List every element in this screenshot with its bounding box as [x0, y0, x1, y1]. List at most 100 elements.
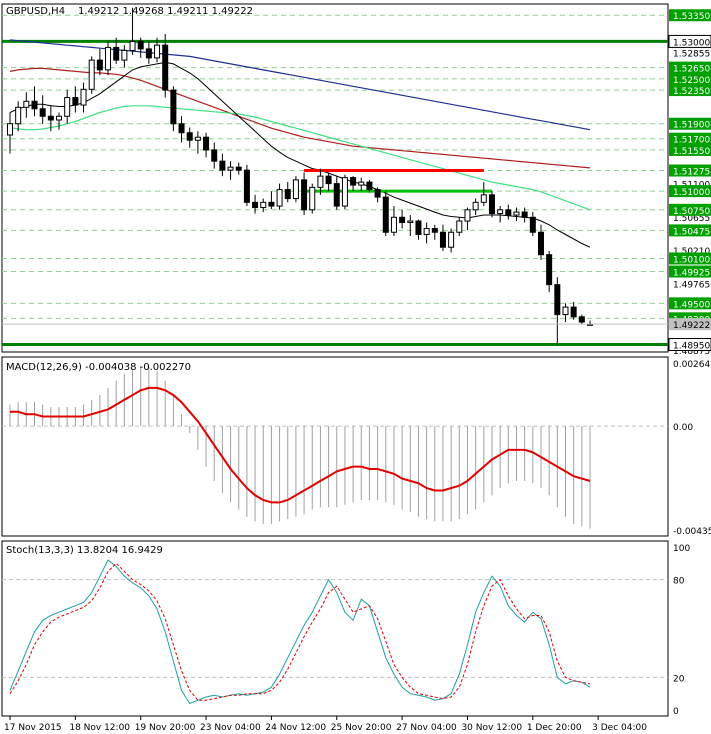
candle-body — [529, 216, 536, 233]
price-level-box — [669, 164, 711, 177]
candle-body — [170, 89, 177, 125]
candle-body — [554, 284, 561, 316]
candle-body — [423, 228, 430, 236]
time-tick-label: 3 Dec 04:00 — [592, 723, 647, 733]
price-tick-label: 1.49765 — [673, 281, 710, 291]
stoch-tick-label: 20 — [673, 674, 685, 684]
time-tick-label: 25 Nov 20:00 — [331, 723, 392, 733]
price-level-label: 1.51550 — [673, 147, 710, 157]
candle-body — [521, 211, 528, 218]
price-tick-label: 1.48875 — [673, 347, 710, 357]
candle-body — [105, 46, 112, 71]
candle-body — [464, 209, 471, 222]
candle-body — [56, 115, 63, 121]
candle-body — [439, 231, 446, 248]
stoch-label: Stoch(13,3,3) 13.8204 16.9429 — [6, 545, 163, 556]
candle-body — [358, 181, 365, 186]
candle-body — [194, 136, 201, 141]
candle-body — [121, 49, 128, 61]
candle-body — [88, 59, 95, 90]
candle-body — [431, 228, 438, 233]
candle-body — [72, 97, 79, 106]
candle-body — [129, 40, 136, 51]
price-level-label: 1.49500 — [673, 300, 710, 310]
candle-body — [15, 106, 22, 125]
candle-body — [23, 100, 30, 108]
candle-body — [276, 189, 283, 207]
price-level-box — [669, 132, 711, 145]
ohlc-readout: 1.49212 1.49268 1.49211 1.49222 — [78, 6, 253, 17]
price-level-box — [669, 185, 711, 198]
candle-body — [39, 108, 46, 117]
stoch-main-line — [9, 559, 591, 705]
candle-body — [243, 169, 250, 203]
time-tick-label: 18 Nov 12:00 — [69, 723, 130, 733]
stoch-tick-label: 100 — [673, 544, 690, 554]
price-level-label: 1.50750 — [673, 207, 710, 217]
candle-body — [456, 220, 463, 233]
macd-signal-line — [10, 386, 591, 504]
candle-body — [448, 231, 455, 248]
candle-body — [219, 160, 226, 171]
candle-body — [513, 211, 520, 216]
candle-body — [203, 136, 210, 151]
candle-body — [472, 201, 479, 211]
candle-body — [80, 88, 87, 106]
candle-body — [505, 209, 512, 216]
price-level-label: 1.48950 — [673, 342, 710, 352]
price-level-box — [669, 224, 711, 237]
price-panel[interactable]: 1.528551.511001.506551.502101.497651.493… — [1, 3, 711, 357]
price-level-box — [669, 265, 711, 278]
symbol-label: GBPUSD,H4 — [6, 6, 65, 17]
price-level-box — [669, 143, 711, 156]
candle-body — [301, 179, 308, 211]
candle-body — [31, 100, 38, 110]
macd-tick-label: 0.00 — [673, 423, 693, 433]
price-level-box — [669, 72, 711, 85]
candle-body — [317, 175, 324, 188]
time-tick-label: 27 Nov 04:00 — [396, 723, 457, 733]
candle-body — [64, 97, 71, 117]
price-level-label: 1.51000 — [673, 188, 710, 198]
candle-body — [292, 179, 299, 200]
candle-body — [374, 189, 381, 198]
ma-fast-line — [9, 61, 591, 248]
candle-body — [7, 123, 13, 136]
stoch-signal-line — [9, 562, 591, 701]
stoch-panel[interactable]: 100 80 20 0 — [1, 540, 690, 717]
price-level-label: 1.52650 — [673, 65, 710, 75]
candle-body — [186, 132, 193, 141]
candle-body — [333, 183, 340, 207]
price-level-box — [669, 9, 711, 22]
candle-body — [488, 194, 495, 215]
price-level-box — [669, 252, 711, 265]
price-tick-label: 1.52855 — [673, 49, 710, 59]
candle-body — [480, 194, 487, 203]
candle-body — [390, 216, 397, 233]
candle-body — [268, 201, 275, 207]
price-level-box — [669, 84, 711, 97]
current-price-label: 1.49222 — [673, 321, 710, 331]
price-level-label: 1.51700 — [673, 136, 710, 146]
price-level-box — [668, 338, 711, 352]
price-level-label: 1.52350 — [673, 87, 710, 97]
candle-body — [96, 59, 103, 71]
candle-body — [284, 189, 291, 200]
candle-body — [154, 44, 161, 59]
price-level-label: 1.50475 — [673, 227, 710, 237]
candle-body — [252, 201, 259, 209]
macd-panel[interactable]: 0.002645 0.00 -0.004357 — [1, 356, 711, 537]
candle-body — [350, 177, 357, 186]
candle-body — [570, 306, 577, 318]
price-level-label: 1.49925 — [673, 269, 710, 279]
price-level-label: 1.53350 — [673, 12, 710, 22]
price-level-box — [668, 34, 711, 48]
price-level-box — [669, 297, 711, 310]
ma-green-line — [9, 105, 591, 211]
time-tick-label: 24 Nov 12:00 — [265, 723, 326, 733]
price-level-label: 1.50100 — [673, 255, 710, 265]
candle-body — [325, 175, 332, 185]
candle-body — [137, 40, 144, 50]
candle-body — [578, 316, 585, 323]
